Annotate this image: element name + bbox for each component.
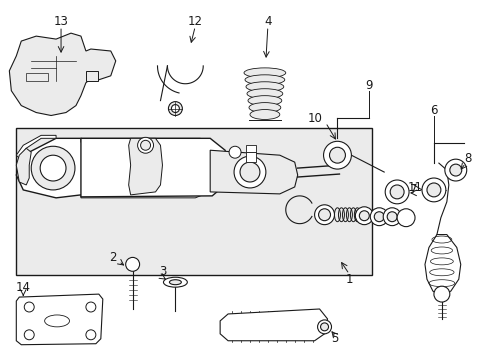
Text: 11: 11 (407, 181, 422, 194)
Circle shape (141, 140, 150, 150)
Circle shape (355, 207, 372, 225)
Circle shape (86, 330, 96, 340)
Circle shape (389, 185, 403, 199)
Ellipse shape (163, 277, 187, 287)
Text: 5: 5 (330, 332, 338, 345)
Circle shape (137, 137, 153, 153)
Polygon shape (210, 150, 297, 194)
Text: 14: 14 (16, 281, 31, 294)
Circle shape (86, 302, 96, 312)
Bar (245, 145, 255, 152)
Polygon shape (16, 148, 31, 185)
Ellipse shape (246, 89, 282, 99)
Polygon shape (9, 33, 116, 116)
Circle shape (383, 208, 400, 226)
Text: 8: 8 (463, 152, 470, 165)
Polygon shape (16, 135, 56, 158)
Circle shape (426, 183, 440, 197)
Circle shape (359, 211, 368, 221)
Text: 13: 13 (54, 15, 68, 28)
Circle shape (385, 180, 408, 204)
Text: 4: 4 (264, 15, 271, 28)
Ellipse shape (247, 96, 281, 105)
Text: 1: 1 (345, 273, 352, 286)
Polygon shape (16, 138, 96, 198)
Bar (245, 152, 255, 162)
Ellipse shape (245, 82, 283, 92)
Circle shape (369, 208, 387, 226)
Polygon shape (128, 138, 162, 195)
Circle shape (373, 212, 384, 222)
Ellipse shape (169, 280, 181, 285)
Ellipse shape (244, 75, 284, 85)
Polygon shape (424, 235, 460, 295)
Text: 6: 6 (429, 104, 437, 117)
Circle shape (24, 302, 34, 312)
Circle shape (444, 159, 466, 181)
Polygon shape (81, 138, 227, 197)
Circle shape (168, 102, 182, 116)
Circle shape (240, 162, 260, 182)
Circle shape (421, 178, 445, 202)
Text: 2: 2 (109, 251, 116, 264)
Circle shape (314, 205, 334, 225)
Circle shape (228, 146, 241, 158)
Ellipse shape (248, 103, 280, 113)
Text: 3: 3 (159, 265, 166, 278)
Circle shape (31, 146, 75, 190)
Ellipse shape (249, 109, 279, 120)
Polygon shape (220, 309, 327, 341)
Circle shape (320, 323, 328, 331)
Circle shape (329, 147, 345, 163)
Polygon shape (16, 294, 102, 345)
Text: 12: 12 (187, 15, 203, 28)
Polygon shape (81, 138, 220, 198)
Circle shape (433, 286, 449, 302)
Bar (26, 73, 48, 81)
Ellipse shape (44, 315, 69, 327)
Ellipse shape (244, 68, 285, 78)
Circle shape (449, 164, 461, 176)
Text: 9: 9 (365, 79, 372, 92)
Circle shape (171, 105, 179, 113)
Circle shape (323, 141, 351, 169)
Circle shape (386, 212, 396, 222)
Text: 7: 7 (409, 184, 417, 197)
Circle shape (396, 209, 414, 227)
Bar (16, 129, 371, 275)
Text: 10: 10 (307, 112, 323, 125)
Circle shape (125, 257, 139, 271)
Bar (86, 71, 98, 81)
Circle shape (318, 209, 330, 221)
Circle shape (40, 155, 66, 181)
Circle shape (24, 330, 34, 340)
Circle shape (234, 156, 265, 188)
Circle shape (317, 320, 331, 334)
